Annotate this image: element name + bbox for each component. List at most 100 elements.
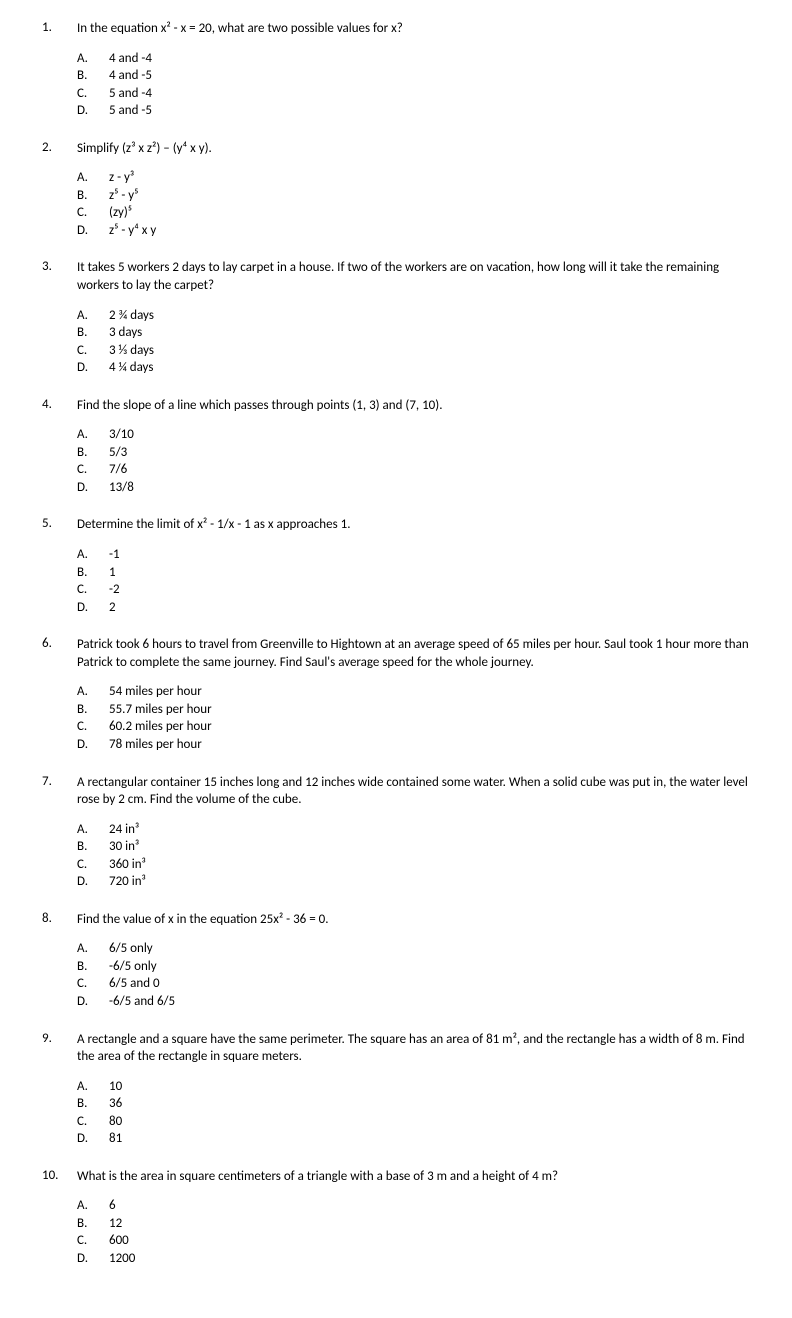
option: C.(zy)⁵	[77, 204, 750, 222]
option-letter: A.	[77, 1197, 109, 1215]
option: C.80	[77, 1113, 750, 1131]
options-list: A.z - y³B.z⁵ - y⁵C.(zy)⁵D.z⁵ - y⁴ x y	[77, 169, 750, 239]
question-body: Determine the limit of x² - 1/x - 1 as x…	[77, 516, 750, 624]
options-list: A.2 ¾ daysB.3 daysC.3 ⅓ daysD.4 ¼ days	[77, 307, 750, 377]
question-text: Determine the limit of x² - 1/x - 1 as x…	[77, 516, 750, 534]
option: A.3/10	[77, 426, 750, 444]
option: B.-6/5 only	[77, 958, 750, 976]
question: 6.Patrick took 6 hours to travel from Gr…	[42, 636, 750, 761]
option: C.-2	[77, 581, 750, 599]
options-list: A.3/10B.5/3C.7/6D.13/8	[77, 426, 750, 496]
question: 2.Simplify (z³ x z²) – (y⁴ x y).A.z - y³…	[42, 140, 750, 248]
option-text: 5 and -5	[109, 102, 750, 120]
question: 3.It takes 5 workers 2 days to lay carpe…	[42, 259, 750, 384]
option-text: 54 miles per hour	[109, 683, 750, 701]
option-letter: C.	[77, 1113, 109, 1131]
option-text: 4 ¼ days	[109, 359, 750, 377]
option-letter: B.	[77, 187, 109, 205]
option: C.7/6	[77, 461, 750, 479]
options-list: A.6/5 onlyB.-6/5 onlyC.6/5 and 0D.-6/5 a…	[77, 940, 750, 1010]
option: D.13/8	[77, 479, 750, 497]
option-text: 78 miles per hour	[109, 736, 750, 754]
option-text: 60.2 miles per hour	[109, 718, 750, 736]
option-letter: C.	[77, 1232, 109, 1250]
option-text: 3 ⅓ days	[109, 342, 750, 360]
option-letter: B.	[77, 1095, 109, 1113]
option-text: 30 in³	[109, 838, 750, 856]
option-letter: C.	[77, 85, 109, 103]
question-number: 5.	[42, 516, 77, 624]
question-body: What is the area in square centimeters o…	[77, 1168, 750, 1276]
option-text: 36	[109, 1095, 750, 1113]
option-text: 2 ¾ days	[109, 307, 750, 325]
option-letter: D.	[77, 736, 109, 754]
option: B.12	[77, 1215, 750, 1233]
question-text: A rectangular container 15 inches long a…	[77, 774, 750, 809]
option-letter: C.	[77, 204, 109, 222]
option: C.360 in³	[77, 856, 750, 874]
option: D.81	[77, 1130, 750, 1148]
question-body: Find the slope of a line which passes th…	[77, 397, 750, 505]
question-body: A rectangle and a square have the same p…	[77, 1031, 750, 1156]
option-text: 6	[109, 1197, 750, 1215]
question-number: 10.	[42, 1168, 77, 1276]
option: A.4 and -4	[77, 50, 750, 68]
option: D.-6/5 and 6/5	[77, 993, 750, 1011]
option-letter: C.	[77, 461, 109, 479]
option-text: 4 and -4	[109, 50, 750, 68]
question-text: Patrick took 6 hours to travel from Gree…	[77, 636, 750, 671]
option-text: 1200	[109, 1250, 750, 1268]
option-text: 2	[109, 599, 750, 617]
option-text: z⁵ - y⁴ x y	[109, 222, 750, 240]
question-list: 1.In the equation x² - x = 20, what are …	[42, 20, 750, 1276]
option-letter: B.	[77, 838, 109, 856]
question-text: Find the value of x in the equation 25x²…	[77, 911, 750, 929]
option-text: 7/6	[109, 461, 750, 479]
option-text: 1	[109, 564, 750, 582]
option-letter: A.	[77, 683, 109, 701]
option: D.5 and -5	[77, 102, 750, 120]
option-letter: D.	[77, 222, 109, 240]
option-letter: B.	[77, 67, 109, 85]
option: C.6/5 and 0	[77, 975, 750, 993]
option-text: z⁵ - y⁵	[109, 187, 750, 205]
option: A.10	[77, 1078, 750, 1096]
question-text: A rectangle and a square have the same p…	[77, 1031, 750, 1066]
option-letter: C.	[77, 342, 109, 360]
question-text: What is the area in square centimeters o…	[77, 1168, 750, 1186]
option-text: 10	[109, 1078, 750, 1096]
question-text: Find the slope of a line which passes th…	[77, 397, 750, 415]
question: 9.A rectangle and a square have the same…	[42, 1031, 750, 1156]
question-number: 8.	[42, 911, 77, 1019]
question-number: 1.	[42, 20, 77, 128]
options-list: A.6B.12C.600D.1200	[77, 1197, 750, 1267]
option: A.6	[77, 1197, 750, 1215]
option: D.78 miles per hour	[77, 736, 750, 754]
option-text: 4 and -5	[109, 67, 750, 85]
option: D.z⁵ - y⁴ x y	[77, 222, 750, 240]
question-body: Simplify (z³ x z²) – (y⁴ x y). A.z - y³B.…	[77, 140, 750, 248]
option: A.6/5 only	[77, 940, 750, 958]
question: 10.What is the area in square centimeter…	[42, 1168, 750, 1276]
option-text: -2	[109, 581, 750, 599]
question-text: It takes 5 workers 2 days to lay carpet …	[77, 259, 750, 294]
option-text: 6/5 only	[109, 940, 750, 958]
question-number: 9.	[42, 1031, 77, 1156]
option: D.2	[77, 599, 750, 617]
option-letter: B.	[77, 1215, 109, 1233]
question-number: 4.	[42, 397, 77, 505]
option-text: 360 in³	[109, 856, 750, 874]
option-letter: D.	[77, 102, 109, 120]
question-text: Simplify (z³ x z²) – (y⁴ x y).	[77, 140, 750, 158]
question-body: Patrick took 6 hours to travel from Gree…	[77, 636, 750, 761]
option-letter: C.	[77, 581, 109, 599]
option: B.3 days	[77, 324, 750, 342]
question-body: It takes 5 workers 2 days to lay carpet …	[77, 259, 750, 384]
option-text: 24 in³	[109, 821, 750, 839]
option-text: 6/5 and 0	[109, 975, 750, 993]
option: C.600	[77, 1232, 750, 1250]
option-text: -6/5 and 6/5	[109, 993, 750, 1011]
options-list: A.4 and -4B.4 and -5C.5 and -4D.5 and -5	[77, 50, 750, 120]
option-letter: B.	[77, 444, 109, 462]
option-text: 5/3	[109, 444, 750, 462]
